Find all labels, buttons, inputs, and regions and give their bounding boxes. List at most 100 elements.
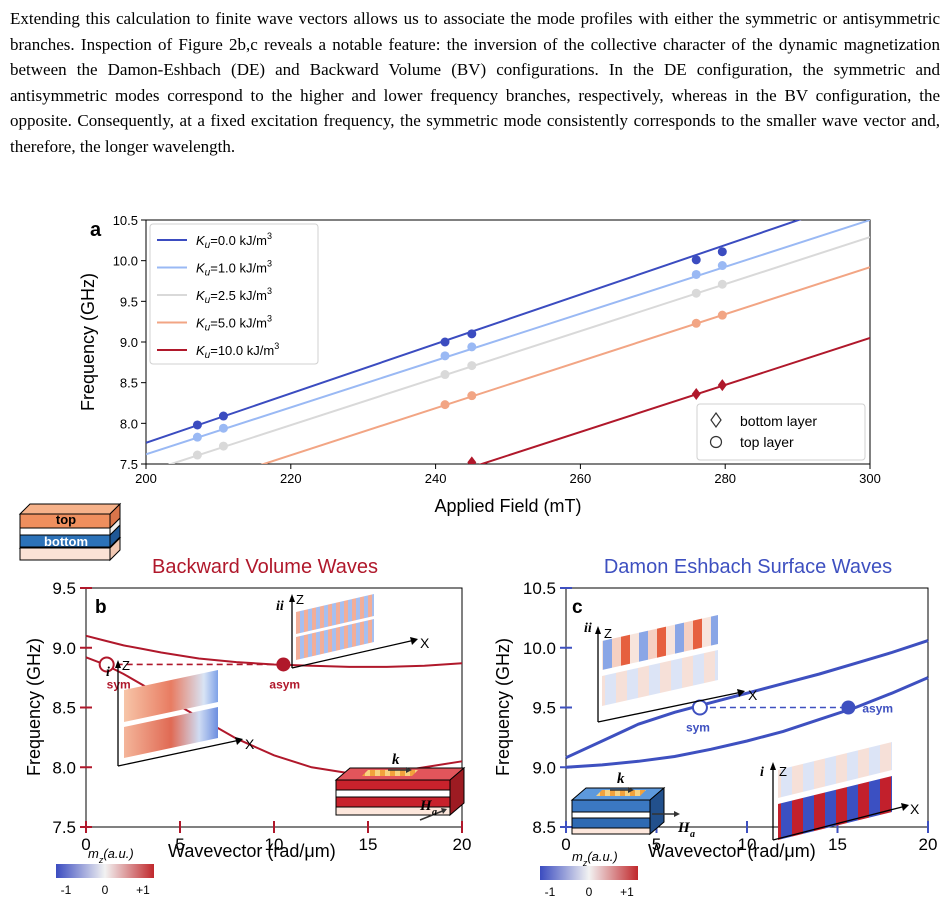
svg-text:-1: -1 (61, 883, 72, 897)
ytick-label: 9.0 (532, 758, 556, 777)
sym-label: sym (107, 677, 131, 691)
ytick-label: 8.5 (532, 818, 556, 837)
a-xtick-label: 260 (570, 471, 592, 486)
panel-a: 200 220 240 260 280 300 7.5 8.0 8.5 9.0 9.5 10.0 10.… (78, 213, 881, 516)
data-point (467, 329, 477, 339)
xtick-label: 20 (453, 835, 472, 854)
panel-c-xlabel: Wavevector (rad/μm) (648, 841, 816, 861)
bv-inset-ii: Z X ii (276, 592, 430, 669)
a-ytick-label: 7.5 (120, 457, 138, 472)
svg-text:X: X (245, 736, 255, 752)
legend-entry: Ku=2.5 kJ/m3 (196, 286, 272, 306)
circle-legend-icon (709, 435, 723, 449)
xtick-label: 15 (359, 835, 378, 854)
svg-text:Z: Z (122, 658, 130, 673)
series-legend (149, 223, 319, 365)
de-colorbar-label: mz(a.u.) (572, 849, 618, 868)
svg-text:X: X (910, 801, 920, 817)
ytick-label: 8.5 (52, 699, 76, 718)
a-ytick-label: 9.5 (120, 294, 138, 309)
a-ytick-label: 8.5 (120, 376, 138, 391)
stack-bottom-label: bottom (44, 534, 88, 549)
svg-text:i: i (106, 665, 110, 680)
data-point (218, 411, 228, 421)
panel-c-title: Damon Eshbach Surface Waves (604, 556, 892, 578)
data-point (691, 269, 701, 279)
de-inset-ii: Z X ii (584, 615, 758, 723)
panel-a-xlabel: Applied Field (mT) (434, 496, 581, 516)
xtick-label: 15 (828, 835, 847, 854)
ytick-label: 9.5 (532, 699, 556, 718)
bv-colorbar-label: mz(a.u.) (88, 846, 134, 865)
xtick-label: 0 (81, 835, 90, 854)
svg-text:X: X (748, 687, 758, 703)
marker-legend-bottom: bottom layer (740, 413, 817, 429)
a-xtick-label: 280 (714, 471, 736, 486)
data-point-diamond (691, 388, 701, 401)
panel-a-ylabel: Frequency (GHz) (78, 273, 98, 411)
panel-b: Backward Volume Waves b sym asym 0 5 10 15 20… (24, 556, 471, 897)
bv-k-label: k (392, 752, 400, 768)
data-point (717, 247, 727, 257)
data-point (467, 391, 477, 401)
panel-b-xlabel: Wavevector (rad/μm) (168, 841, 336, 861)
legend-entry: Ku=5.0 kJ/m3 (196, 314, 272, 334)
legend-entry: Ku=0.0 kJ/m3 (196, 231, 272, 251)
branch-upper (85, 634, 463, 668)
xtick-label: 10 (265, 835, 284, 854)
data-point (717, 310, 727, 320)
a-xtick-label: 300 (859, 471, 881, 486)
xtick-label: 20 (919, 835, 938, 854)
a-ytick-label: 8.0 (120, 416, 138, 431)
bv-device-icon (334, 766, 466, 821)
svg-text:0: 0 (586, 885, 593, 899)
a-xtick-label: 200 (135, 471, 157, 486)
de-device-icon (570, 786, 680, 836)
data-point (691, 288, 701, 298)
bv-h-subscript: a (432, 807, 437, 818)
bv-h-label: H (419, 798, 433, 814)
ytick-label: 7.5 (52, 818, 76, 837)
data-point (467, 342, 477, 352)
marker-legend (696, 403, 866, 461)
panel-b-letter: b (95, 597, 107, 618)
sym-marker (691, 699, 708, 716)
data-point (691, 255, 701, 265)
branch-lower (565, 676, 929, 769)
data-point (440, 370, 450, 380)
svg-text:ii: ii (584, 621, 592, 636)
series-line-0 (146, 220, 802, 444)
data-point (717, 279, 727, 289)
ytick-label: 10.0 (523, 639, 556, 658)
a-xtick-label: 220 (280, 471, 302, 486)
asym-label: asym (269, 677, 300, 691)
sym-marker (98, 656, 115, 673)
data-point (192, 432, 202, 442)
legend-entry: Ku=1.0 kJ/m3 (196, 259, 272, 279)
a-xtick-label: 240 (425, 471, 447, 486)
de-colorbar: mz(a.u.) -1 0 +1 (540, 849, 638, 899)
asym-label: asym (862, 702, 893, 716)
de-h-subscript: a (690, 829, 695, 840)
data-point (192, 450, 202, 460)
ytick-label: 9.5 (52, 579, 76, 598)
ytick-label: 10.5 (523, 579, 556, 598)
legend-entry: Ku=10.0 kJ/m3 (196, 341, 279, 361)
panel-c-ylabel: Frequency (GHz) (493, 638, 513, 776)
layer-stack-icon: top bottom (18, 502, 122, 562)
panel-c: Damon Eshbach Surface Waves c sym asym 0 5… (493, 556, 937, 899)
svg-text:Z: Z (779, 764, 787, 779)
data-point (717, 261, 727, 271)
svg-text:Z: Z (604, 626, 612, 641)
panel-b-title: Backward Volume Waves (152, 556, 378, 578)
data-point (440, 351, 450, 361)
ytick-label: 9.0 (52, 639, 76, 658)
marker-legend-top: top layer (740, 434, 794, 450)
svg-text:-1: -1 (545, 885, 556, 899)
panel-a-letter: a (90, 219, 102, 241)
data-point-diamond (467, 456, 477, 464)
diamond-legend-icon (710, 411, 722, 429)
asym-marker (276, 657, 291, 672)
data-point (467, 361, 477, 371)
